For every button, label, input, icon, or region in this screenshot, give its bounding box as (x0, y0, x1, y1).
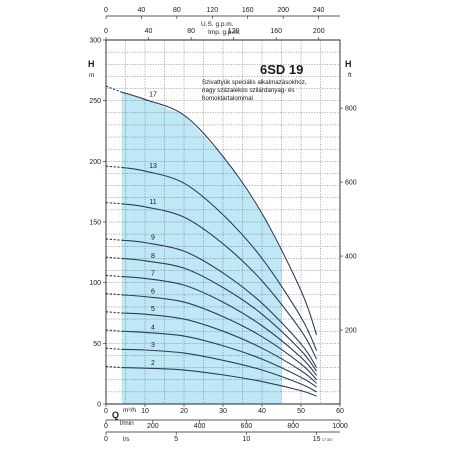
curve-label-9: 9 (151, 235, 155, 242)
usgpm-tick-label: 240 (313, 7, 325, 14)
curve-label-17: 17 (149, 91, 157, 98)
curve-13-dashed-start (105, 165, 122, 168)
curve-6-dashed-start (105, 293, 122, 296)
note-line-3: homoktartalommal (202, 95, 253, 102)
curve-3 (121, 348, 317, 393)
y-left-tick-label: 300 (89, 38, 101, 45)
curve-6 (121, 294, 317, 381)
shaded-operating-range (121, 92, 282, 404)
usgpm-tick-label: 0 (104, 7, 108, 14)
impgpm-tick-label: 160 (270, 28, 282, 35)
impgpm-tick-label: 200 (313, 28, 325, 35)
y-right-tick-label: 400 (345, 254, 357, 261)
lmin-tick-label: 400 (194, 423, 206, 430)
ls-tick-label: 0 (104, 436, 108, 443)
curve-label-13: 13 (149, 163, 157, 170)
curve-5-dashed-start (105, 311, 122, 314)
m3h-tick-label: 50 (297, 408, 305, 415)
impgpm-tick-label: 120 (228, 28, 240, 35)
curve-8 (121, 257, 318, 372)
curve-17 (121, 91, 318, 336)
y-right-axis-unit: ft (348, 72, 352, 79)
curve-7 (121, 276, 318, 376)
y-left-tick-label: 0 (97, 402, 101, 409)
chart-title: 6SD 19 (260, 62, 303, 77)
y-left-tick-label: 100 (89, 280, 101, 287)
y-left-tick-label: 150 (89, 220, 101, 227)
curve-17-dashed-start (105, 85, 122, 93)
ls-axis-label: l/s (123, 436, 130, 443)
curve-8-dashed-start (105, 256, 122, 259)
note-line-1: Szivattyúk speciális alkalmazásokhoz, (202, 79, 307, 86)
curve-label-5: 5 (151, 306, 155, 313)
curve-13 (121, 166, 318, 351)
performance-curves: 2 3 4 5 6 7 8 9 11 13 17 (105, 85, 318, 397)
curve-11 (121, 203, 318, 360)
lmin-tick-label: 600 (241, 423, 253, 430)
m3h-axis-label: m³/h (123, 407, 136, 414)
y-left-tick-label: 200 (89, 159, 101, 166)
curve-2-dashed-start (105, 365, 122, 369)
q-axis-label: Q (112, 410, 119, 420)
curve-label-11: 11 (149, 199, 156, 206)
y-left-tick-label: 250 (89, 98, 101, 105)
ls-tick-label: 15 (313, 436, 321, 443)
note-line-2: nagy százalékos szilárdanyag- és (202, 87, 295, 94)
usgpm-tick-label: 80 (173, 7, 181, 14)
shaded-region (121, 92, 282, 404)
m3h-tick-label: 10 (141, 408, 149, 415)
curve-label-4: 4 (151, 324, 155, 331)
curve-9 (121, 239, 318, 368)
y-left-axis-label: H (88, 59, 95, 69)
m3h-tick-label: 20 (180, 408, 188, 415)
y-left-tick-label: 50 (93, 341, 101, 348)
ls-tick-label: 5 (174, 436, 178, 443)
m3h-tick-label: 30 (219, 408, 227, 415)
m3h-tick-label: 0 (104, 408, 108, 415)
m3h-tick-label: 60 (336, 408, 344, 415)
y-right-tick-label: 800 (345, 106, 357, 113)
curve-5 (121, 312, 317, 384)
m3h-tick-label: 40 (258, 408, 266, 415)
curve-2 (121, 367, 317, 397)
curve-label-7: 7 (151, 270, 155, 277)
usgpm-tick-label: 120 (206, 7, 218, 14)
curve-label-6: 6 (151, 289, 155, 296)
lmin-tick-label: 1000 (332, 423, 348, 430)
lmin-axis-label: l/min (120, 420, 134, 427)
curve-9-dashed-start (105, 238, 122, 241)
ls-tick-label: 10 (243, 436, 251, 443)
curve-4-dashed-start (105, 329, 122, 332)
lmin-tick-label: 800 (287, 423, 299, 430)
lmin-tick-label: 0 (104, 423, 108, 430)
usgpm-tick-label: 40 (138, 7, 146, 14)
curve-4 (121, 330, 317, 388)
impgpm-axis-label: Imp. g.p.m. (208, 29, 241, 36)
figure-stamp: 17.307 (322, 438, 333, 442)
impgpm-tick-label: 40 (145, 28, 153, 35)
curve-3-dashed-start (105, 347, 122, 350)
y-right-tick-label: 600 (345, 180, 357, 187)
impgpm-tick-label: 80 (187, 28, 195, 35)
curve-7-dashed-start (105, 274, 122, 278)
curve-label-8: 8 (151, 253, 155, 260)
usgpm-tick-label: 200 (277, 7, 289, 14)
y-right-tick-label: 200 (345, 328, 357, 335)
usgpm-tick-label: 160 (242, 7, 254, 14)
curve-11-dashed-start (105, 202, 122, 205)
curve-label-2: 2 (151, 360, 155, 367)
lmin-tick-label: 200 (147, 423, 159, 430)
usgpm-axis-label: U.S. g.p.m. (201, 21, 234, 28)
curve-label-3: 3 (151, 342, 155, 349)
impgpm-tick-label: 0 (104, 28, 108, 35)
y-right-axis-label: H (345, 59, 352, 69)
y-left-axis-unit: m (89, 72, 94, 79)
